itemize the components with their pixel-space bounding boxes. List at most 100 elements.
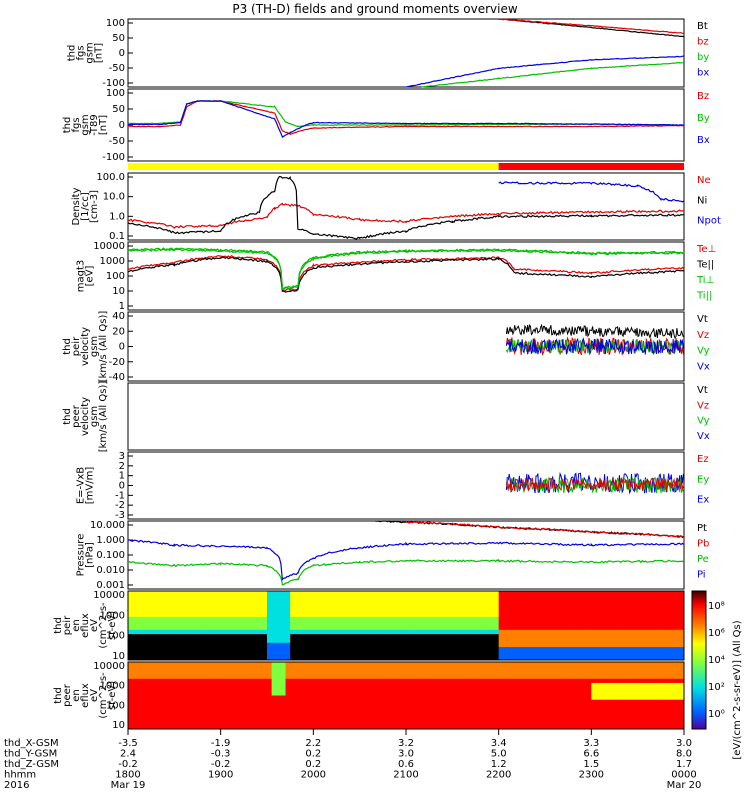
heatmap-cell	[554, 696, 559, 701]
heatmap-cell	[480, 613, 485, 618]
heatmap-cell	[522, 700, 527, 705]
heatmap-cell	[559, 696, 564, 701]
heatmap-cell	[248, 696, 253, 701]
heatmap-cell	[253, 704, 258, 709]
heatmap-cell	[591, 712, 596, 717]
heatmap-cell	[323, 679, 328, 684]
heatmap-cell	[341, 687, 346, 692]
heatmap-cell	[605, 643, 610, 648]
heatmap-cell	[341, 651, 346, 656]
heatmap-cell	[429, 721, 434, 726]
heatmap-cell	[230, 630, 235, 635]
heatmap-cell	[550, 700, 555, 705]
heatmap-cell	[137, 604, 142, 609]
heatmap-cell	[476, 700, 481, 705]
heatmap-cell	[156, 708, 161, 713]
heatmap-cell	[656, 634, 661, 639]
heatmap-cell	[216, 666, 221, 671]
heatmap-cell	[355, 651, 360, 656]
heatmap-cell	[346, 696, 351, 701]
heatmap-cell	[619, 679, 624, 684]
heatmap-cell	[670, 675, 675, 680]
heatmap-cell	[647, 626, 652, 631]
heatmap-cell	[665, 704, 670, 709]
heatmap-cell	[425, 608, 430, 613]
heatmap-cell	[221, 721, 226, 726]
heatmap-cell	[369, 630, 374, 635]
heatmap-cell	[350, 712, 355, 717]
heatmap-cell	[675, 696, 680, 701]
heatmap-cell	[341, 666, 346, 671]
heatmap-cell	[355, 670, 360, 675]
heatmap-cell	[503, 643, 508, 648]
heatmap-cell	[137, 721, 142, 726]
heatmap-cell	[318, 626, 323, 631]
heatmap-cell	[383, 617, 388, 622]
heatmap-cell	[369, 621, 374, 626]
heatmap-cell	[355, 712, 360, 717]
heatmap-cell	[235, 700, 240, 705]
heatmap-cell	[448, 634, 453, 639]
heatmap-cell	[170, 687, 175, 692]
heatmap-cell	[462, 647, 467, 652]
x-axis: thd_X-GSM -3.5 -1.9 2.2 3.2 3.4 3.3 3.0thd_Y-GS…	[4, 729, 701, 791]
heatmap-cell	[244, 679, 249, 684]
heatmap-cell	[540, 696, 545, 701]
heatmap-cell	[434, 651, 439, 656]
heatmap-cell	[248, 708, 253, 713]
heatmap-cell	[216, 696, 221, 701]
heatmap-cell	[397, 670, 402, 675]
heatmap-cell	[350, 687, 355, 692]
heatmap-cell	[489, 687, 494, 692]
heatmap-cell	[299, 691, 304, 696]
heatmap-cell	[235, 613, 240, 618]
heatmap-cell	[513, 604, 518, 609]
heatmap-cell	[147, 634, 152, 639]
heatmap-cell	[522, 666, 527, 671]
heatmap-cell	[397, 600, 402, 605]
heatmap-cell	[341, 670, 346, 675]
heatmap-cell	[425, 691, 430, 696]
heatmap-cell	[633, 670, 638, 675]
heatmap-cell	[610, 591, 615, 596]
heatmap-cell	[564, 666, 569, 671]
heatmap-cell	[211, 626, 216, 631]
heatmap-cell	[638, 687, 643, 692]
heatmap-cell	[550, 634, 555, 639]
heatmap-cell	[332, 675, 337, 680]
heatmap-cell	[508, 600, 513, 605]
heatmap-cell	[434, 608, 439, 613]
heatmap-cell	[429, 700, 434, 705]
heatmap-cell	[638, 595, 643, 600]
heatmap-cell	[638, 604, 643, 609]
heatmap-cell	[628, 621, 633, 626]
heatmap-cell	[661, 647, 666, 652]
heatmap-cell	[652, 696, 657, 701]
heatmap-cell	[374, 613, 379, 618]
heatmap-cell	[415, 675, 420, 680]
heatmap-cell	[332, 708, 337, 713]
heatmap-cell	[133, 651, 138, 656]
heatmap-cell	[323, 647, 328, 652]
heatmap-cell	[647, 708, 652, 713]
heatmap-cell	[434, 617, 439, 622]
heatmap-cell	[230, 716, 235, 721]
heatmap-cell	[411, 595, 416, 600]
heatmap-cell	[448, 591, 453, 596]
heatmap-cell	[137, 626, 142, 631]
heatmap-cell	[276, 600, 281, 605]
heatmap-cell	[133, 626, 138, 631]
heatmap-cell	[309, 666, 314, 671]
heatmap-cell	[466, 651, 471, 656]
heatmap-cell	[207, 600, 212, 605]
colorbar-tick-label: 10⁴	[708, 655, 725, 666]
heatmap-cell	[248, 604, 253, 609]
heatmap-cell	[313, 643, 318, 648]
heatmap-cell	[235, 712, 240, 717]
heatmap-cell	[411, 621, 416, 626]
heatmap-cell	[587, 700, 592, 705]
heatmap-cell	[661, 712, 666, 717]
heatmap-cell	[281, 675, 286, 680]
heatmap-cell	[573, 595, 578, 600]
heatmap-cell	[225, 638, 230, 643]
